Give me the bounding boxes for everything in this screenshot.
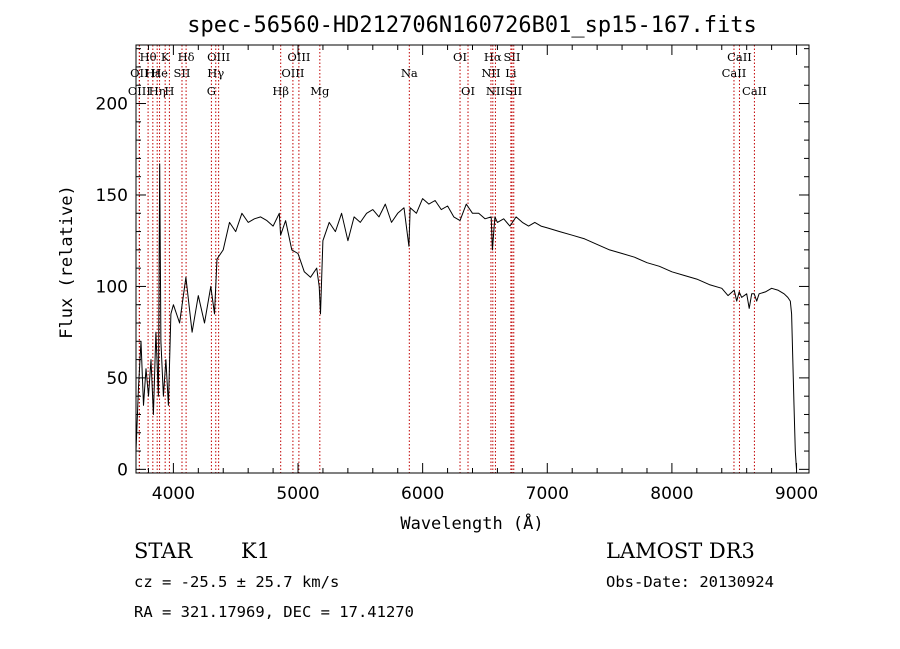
x-axis-label: Wavelength (Å) bbox=[400, 512, 543, 534]
line-label: Hδ bbox=[178, 50, 195, 64]
y-tick-label: 200 bbox=[96, 95, 128, 115]
line-label: K bbox=[161, 50, 170, 64]
x-tick-label: 5000 bbox=[276, 484, 319, 504]
line-label: CaII bbox=[742, 84, 767, 98]
x-tick-label: 7000 bbox=[526, 484, 569, 504]
line-label: OIII bbox=[281, 66, 304, 80]
line-label: SII bbox=[174, 66, 191, 80]
line-label: H bbox=[164, 84, 174, 98]
line-label: OI bbox=[461, 84, 475, 98]
line-label: Mg bbox=[310, 84, 330, 98]
line-label: Li bbox=[505, 66, 517, 80]
line-label: Hγ bbox=[207, 66, 224, 80]
line-label: G bbox=[207, 84, 216, 98]
line-label: Hβ bbox=[272, 84, 289, 98]
object-type: STAR bbox=[134, 539, 193, 563]
line-label: Hα bbox=[484, 50, 502, 64]
x-tick-label: 4000 bbox=[152, 484, 195, 504]
x-tick-label: 9000 bbox=[775, 484, 818, 504]
spectrum-line bbox=[135, 163, 797, 470]
line-label: Na bbox=[401, 66, 418, 80]
line-label: Hη bbox=[149, 84, 166, 98]
x-tick-label: 8000 bbox=[650, 484, 693, 504]
spectrum-layer bbox=[135, 163, 797, 470]
redshift-readout: cz = -25.5 ± 25.7 km/s bbox=[134, 573, 340, 591]
chart-title: spec-56560-HD212706N160726B01_sp15-167.f… bbox=[187, 13, 757, 38]
line-label: OIII bbox=[128, 84, 151, 98]
coordinates-readout: RA = 321.17969, DEC = 17.41270 bbox=[134, 603, 414, 621]
x-tick-label: 6000 bbox=[401, 484, 444, 504]
subclass: K1 bbox=[241, 539, 271, 563]
y-tick-label: 150 bbox=[96, 186, 128, 206]
observation-date: Obs-Date: 20130924 bbox=[606, 573, 774, 591]
line-label: SII bbox=[504, 50, 521, 64]
y-axis-label: Flux (relative) bbox=[57, 185, 77, 339]
line-label: NII bbox=[481, 66, 500, 80]
line-label: NII bbox=[486, 84, 505, 98]
line-label: SII bbox=[505, 84, 522, 98]
line-label: Hθ bbox=[140, 50, 157, 64]
axes bbox=[135, 44, 810, 474]
line-label: CaII bbox=[722, 66, 747, 80]
line-label: OI bbox=[453, 50, 467, 64]
line-label: OIII bbox=[287, 50, 310, 64]
y-tick-label: 50 bbox=[106, 369, 128, 389]
y-tick-label: 100 bbox=[96, 277, 128, 297]
axis-ticks: 4000 5000 6000 7000 8000 9000 0 50 100 150 200 bbox=[96, 45, 818, 504]
survey-name: LAMOST DR3 bbox=[606, 539, 755, 563]
line-label: He bbox=[151, 66, 168, 80]
line-label: CaII bbox=[727, 50, 752, 64]
plot-frame bbox=[135, 44, 810, 474]
y-tick-label: 0 bbox=[117, 460, 128, 480]
line-label: OIII bbox=[207, 50, 230, 64]
